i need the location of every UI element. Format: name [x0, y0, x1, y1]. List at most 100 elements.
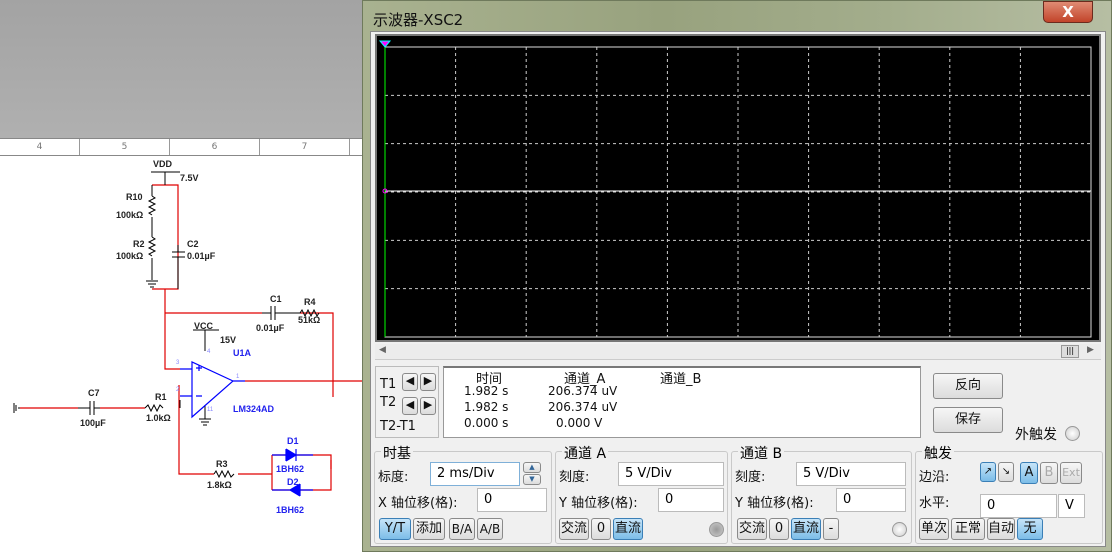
pin-1: 1 — [236, 374, 240, 380]
a-over-b-button[interactable]: A/B — [477, 518, 503, 540]
channel-b-title: 通道 B — [738, 443, 785, 463]
t2-left-arrow-icon[interactable]: ◀ — [402, 397, 418, 415]
ext-trigger-label: 外触发 — [1015, 427, 1057, 443]
ext-trigger-terminal[interactable] — [1065, 426, 1080, 441]
label-c7-value: 100µF — [80, 418, 106, 428]
label-r1-value: 1.0kΩ — [146, 413, 171, 423]
t2-t1-label: T2-T1 — [380, 419, 416, 434]
label-r10-value: 100kΩ — [116, 210, 143, 220]
channel-a-ac-button[interactable]: 交流 — [559, 518, 589, 540]
trigger-source-a-button[interactable]: A — [1020, 462, 1038, 484]
trigger-source-ext-button[interactable]: Ext — [1060, 462, 1082, 484]
t2-channel-a: 206.374 uV — [548, 400, 618, 414]
channel-a-group: 通道 A 刻度: 5 V/Div Y 轴位移(格): 0 交流 0 直流 — [555, 443, 728, 544]
t1-right-arrow-icon[interactable]: ▶ — [420, 373, 436, 391]
ruler-cell: 6 — [170, 139, 260, 155]
label-c2-value: 0.01µF — [187, 251, 216, 261]
channel-a-scale-input[interactable]: 5 V/Div — [618, 462, 724, 486]
label-vdd: VDD — [153, 159, 173, 169]
label-r4: R4 — [304, 297, 316, 307]
t1-left-arrow-icon[interactable]: ◀ — [402, 373, 418, 391]
x-position-label: X 轴位移(格): — [378, 496, 458, 511]
trigger-level-label: 水平: — [919, 496, 950, 511]
channel-b-zero-button[interactable]: 0 — [769, 518, 789, 540]
label-d1: D1 — [287, 436, 299, 446]
schematic-canvas[interactable]: VDD 7.5V R10 100kΩ R2 100kΩ C2 0.01µF C1… — [0, 156, 362, 552]
trigger-title: 触发 — [922, 443, 954, 463]
pin-4: 4 — [207, 349, 211, 355]
trigger-group: 触发 边沿: ↗ ↘ A B Ext 水平: 0 V 单次 正常 自动 无 — [915, 443, 1103, 544]
scope-grid — [378, 40, 1092, 338]
sheet-ruler: 4 5 6 7 — [0, 138, 362, 156]
scale-down-icon[interactable]: ▼ — [523, 474, 541, 485]
t1-label: T1 — [380, 377, 397, 392]
header-channel-b: 通道_B — [660, 372, 702, 387]
channel-a-zero-button[interactable]: 0 — [591, 518, 611, 540]
channel-b-ac-button[interactable]: 交流 — [737, 518, 767, 540]
scroll-left-arrow-icon[interactable]: ◀ — [379, 345, 386, 355]
channel-b-ypos-input[interactable]: 0 — [836, 488, 906, 512]
dt-channel-a: 0.000 V — [556, 416, 603, 430]
pin-11: 11 — [207, 407, 214, 413]
channel-a-ypos-label: Y 轴位移(格): — [559, 496, 638, 511]
channel-b-terminal[interactable] — [892, 522, 907, 537]
opamp-u1a[interactable] — [180, 361, 313, 497]
label-c1-value: 0.01µF — [256, 323, 285, 333]
channel-a-ypos-input[interactable]: 0 — [658, 488, 724, 512]
add-button[interactable]: 添加 — [413, 518, 445, 540]
close-button[interactable]: X — [1043, 1, 1093, 23]
reverse-button[interactable]: 反向 — [933, 373, 1003, 399]
channel-a-dc-button[interactable]: 直流 — [613, 518, 643, 540]
channel-b-scale-label: 刻度: — [735, 470, 766, 485]
scroll-right-arrow-icon[interactable]: ▶ — [1087, 345, 1094, 355]
scale-up-icon[interactable]: ▲ — [523, 462, 541, 473]
trigger-level-input[interactable]: 0 — [980, 494, 1057, 518]
label-r1: R1 — [155, 392, 167, 402]
timebase-title: 时基 — [381, 443, 413, 463]
channel-b-scale-input[interactable]: 5 V/Div — [796, 462, 906, 486]
channel-b-minus-button[interactable]: - — [823, 518, 839, 540]
components — [13, 171, 320, 479]
channel-a-title: 通道 A — [562, 443, 609, 463]
single-mode-button[interactable]: 单次 — [919, 518, 949, 540]
channel-b-group: 通道 B 刻度: 5 V/Div Y 轴位移(格): 0 交流 0 直流 - — [731, 443, 912, 544]
rising-edge-button[interactable]: ↗ — [980, 462, 996, 482]
t2-right-arrow-icon[interactable]: ▶ — [420, 397, 436, 415]
ruler-cell: 7 — [260, 139, 350, 155]
label-d2-value: 1BH62 — [276, 505, 304, 515]
ruler-cell: 5 — [80, 139, 170, 155]
oscilloscope-window: 示波器-XSC2 X ◀ ||| ▶ T1 ◀ ▶ T2 ◀ ▶ T2-T1 时… — [362, 0, 1112, 552]
label-r4-value: 51kΩ — [298, 315, 320, 325]
auto-mode-button[interactable]: 自动 — [987, 518, 1015, 540]
label-r2-value: 100kΩ — [116, 251, 143, 261]
trigger-edge-label: 边沿: — [919, 470, 950, 485]
label-c1: C1 — [270, 294, 282, 304]
t2-label: T2 — [380, 395, 397, 410]
b-over-a-button[interactable]: B/A — [449, 518, 475, 540]
falling-edge-button[interactable]: ↘ — [998, 462, 1014, 482]
trigger-level-unit[interactable]: V — [1058, 494, 1085, 518]
trigger-marker — [382, 188, 388, 194]
yt-button[interactable]: Y/T — [379, 518, 411, 540]
cursor-t1-handle[interactable] — [378, 40, 392, 48]
timebase-scale-input[interactable]: 2 ms/Div — [430, 462, 520, 486]
window-title: 示波器-XSC2 — [373, 11, 464, 29]
scope-display[interactable] — [375, 34, 1101, 342]
label-r2: R2 — [133, 239, 145, 249]
normal-mode-button[interactable]: 正常 — [951, 518, 985, 540]
label-u1a: U1A — [233, 348, 252, 358]
workspace-gray-area — [0, 0, 362, 138]
t2-time: 1.982 s — [464, 400, 509, 414]
none-mode-button[interactable]: 无 — [1017, 518, 1043, 540]
save-button[interactable]: 保存 — [933, 407, 1003, 433]
header-channel-a: 通道_A — [564, 372, 606, 387]
label-r10: R10 — [126, 192, 143, 202]
x-position-input[interactable]: 0 — [477, 488, 547, 512]
scroll-thumb[interactable]: ||| — [1061, 345, 1079, 358]
horizontal-scrollbar[interactable]: ◀ ||| ▶ — [375, 344, 1101, 360]
channel-b-dc-button[interactable]: 直流 — [791, 518, 821, 540]
trigger-source-b-button[interactable]: B — [1040, 462, 1058, 484]
label-vdd-value: 7.5V — [180, 173, 199, 183]
channel-a-terminal[interactable] — [709, 522, 724, 537]
t1-time: 1.982 s — [464, 384, 509, 398]
